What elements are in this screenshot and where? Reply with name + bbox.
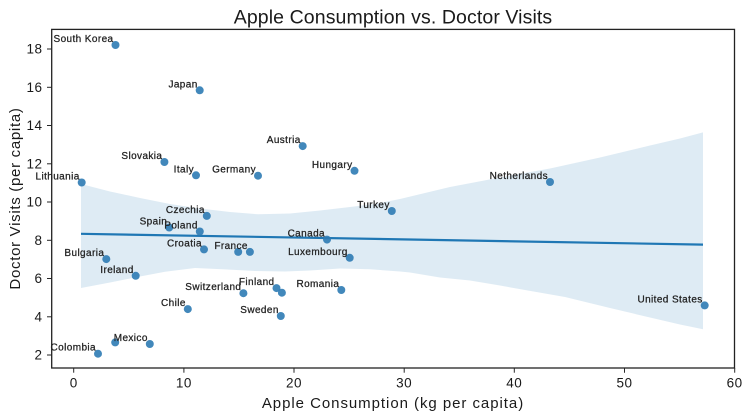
svg-text:60: 60 (727, 376, 743, 391)
svg-text:France: France (214, 241, 248, 252)
svg-text:Poland: Poland (164, 221, 198, 232)
svg-text:16: 16 (26, 80, 42, 95)
svg-text:10: 10 (26, 195, 42, 210)
svg-text:Slovakia: Slovakia (121, 151, 162, 162)
svg-text:50: 50 (616, 376, 632, 391)
svg-text:4: 4 (34, 310, 42, 325)
svg-text:Czechia: Czechia (166, 205, 205, 216)
svg-text:United States: United States (637, 294, 702, 305)
svg-text:Mexico: Mexico (114, 333, 148, 344)
svg-text:Canada: Canada (288, 229, 325, 240)
svg-text:Finland: Finland (239, 277, 275, 288)
svg-text:Italy: Italy (174, 164, 194, 175)
svg-text:10: 10 (176, 376, 192, 391)
svg-text:Hungary: Hungary (312, 160, 353, 171)
svg-text:Bulgaria: Bulgaria (64, 248, 104, 259)
svg-text:2: 2 (34, 348, 42, 363)
svg-text:Turkey: Turkey (357, 200, 390, 211)
svg-text:South Korea: South Korea (54, 34, 114, 45)
svg-text:Spain: Spain (140, 217, 168, 228)
svg-text:Japan: Japan (168, 79, 197, 90)
svg-text:Croatia: Croatia (167, 238, 202, 249)
svg-text:Romania: Romania (296, 279, 339, 290)
svg-text:Apple Consumption (kg per capi: Apple Consumption (kg per capita) (262, 395, 524, 412)
svg-text:12: 12 (26, 157, 42, 172)
svg-text:8: 8 (34, 233, 42, 248)
svg-text:18: 18 (26, 42, 42, 57)
svg-text:40: 40 (506, 376, 522, 391)
svg-text:Colombia: Colombia (51, 343, 96, 354)
svg-text:Doctor Visits (per capita): Doctor Visits (per capita) (7, 107, 24, 289)
svg-text:14: 14 (26, 118, 42, 133)
svg-text:Austria: Austria (267, 135, 301, 146)
svg-text:Switzerland: Switzerland (185, 282, 241, 293)
svg-text:6: 6 (34, 271, 42, 286)
svg-text:Apple Consumption vs. Doctor V: Apple Consumption vs. Doctor Visits (234, 7, 553, 29)
svg-text:Germany: Germany (212, 165, 256, 176)
svg-text:30: 30 (396, 376, 412, 391)
svg-text:Netherlands: Netherlands (490, 171, 548, 182)
svg-text:Sweden: Sweden (240, 305, 279, 316)
svg-text:Luxembourg: Luxembourg (288, 247, 348, 258)
svg-text:Lithuania: Lithuania (35, 172, 79, 183)
svg-text:20: 20 (286, 376, 302, 391)
svg-text:0: 0 (70, 376, 78, 391)
svg-text:Chile: Chile (161, 298, 186, 309)
svg-text:Ireland: Ireland (100, 265, 133, 276)
